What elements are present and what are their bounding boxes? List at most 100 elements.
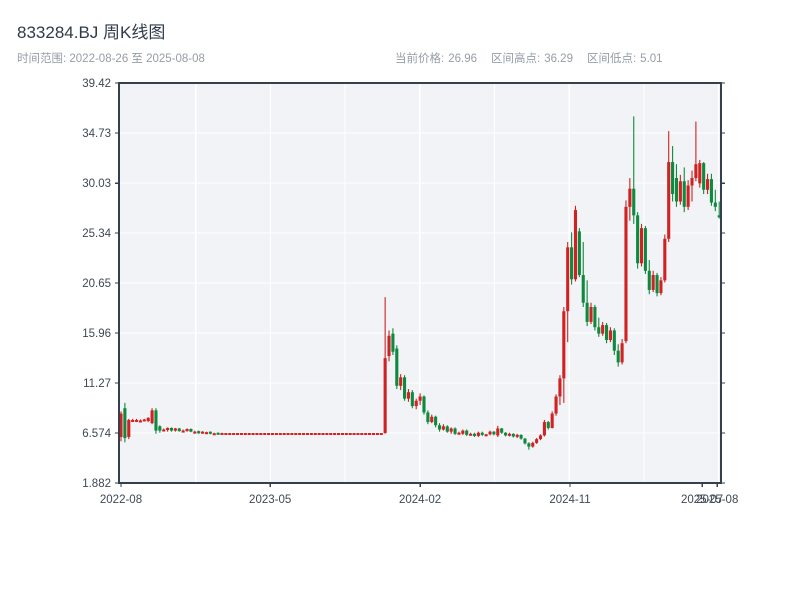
page-title: 833284.BJ 周K线图 bbox=[17, 23, 166, 42]
candle-body bbox=[709, 179, 713, 203]
candle-body bbox=[193, 431, 197, 434]
candle-body bbox=[472, 433, 477, 436]
candle-body bbox=[698, 163, 702, 184]
candle-body bbox=[166, 427, 170, 431]
y-tick-label: 25.34 bbox=[82, 228, 111, 240]
candle-body bbox=[298, 433, 302, 436]
candle-body bbox=[484, 434, 488, 437]
candle-body bbox=[674, 178, 679, 202]
candle-body bbox=[558, 378, 562, 397]
candle-body bbox=[585, 302, 589, 322]
candle-body bbox=[601, 325, 605, 334]
candle-body bbox=[461, 430, 465, 434]
candle-body bbox=[383, 358, 387, 434]
candle-body bbox=[488, 431, 492, 435]
candle-body bbox=[313, 433, 317, 436]
y-tick-label: 15.96 bbox=[82, 328, 111, 340]
candle-body bbox=[278, 433, 282, 436]
candle-body bbox=[134, 419, 139, 422]
range-high-label: 区间高点: bbox=[490, 53, 541, 65]
candle-body bbox=[663, 238, 667, 281]
current-price-value: 26.96 bbox=[448, 53, 477, 65]
candle-body bbox=[158, 426, 162, 431]
candle-body bbox=[169, 427, 174, 431]
candle-body bbox=[309, 433, 313, 436]
candle-body bbox=[181, 430, 185, 433]
candle-body bbox=[414, 400, 418, 407]
candle-body bbox=[605, 325, 609, 341]
candle-body bbox=[371, 433, 376, 436]
candle-body bbox=[566, 247, 570, 312]
candle-body bbox=[356, 433, 360, 436]
candle-body bbox=[185, 428, 189, 432]
candle-body bbox=[469, 433, 473, 436]
y-tick-label: 20.65 bbox=[82, 278, 111, 290]
candle-body bbox=[212, 433, 216, 436]
x-tick-label: 2024-11 bbox=[549, 494, 590, 506]
candle-body bbox=[702, 163, 706, 190]
candle-body bbox=[496, 428, 500, 436]
candle-body bbox=[441, 426, 445, 430]
range-high-value: 36.29 bbox=[544, 53, 573, 65]
candle-body bbox=[682, 181, 686, 207]
x-tick-label: 2024-02 bbox=[399, 494, 441, 506]
candle-body bbox=[189, 428, 193, 432]
candle-body bbox=[247, 433, 251, 436]
candle-body bbox=[612, 330, 616, 351]
candle-body bbox=[403, 377, 407, 399]
candle-body bbox=[224, 433, 228, 436]
x-tick-label: 2022-08 bbox=[100, 494, 142, 506]
current-price-label: 当前价格: bbox=[395, 53, 445, 65]
candle-body bbox=[573, 210, 578, 280]
candle-body bbox=[678, 181, 682, 202]
candle-body bbox=[453, 428, 457, 434]
candle-body bbox=[263, 433, 267, 436]
candle-body bbox=[321, 433, 325, 436]
candle-body bbox=[686, 185, 690, 207]
candle-body bbox=[527, 443, 531, 447]
candle-body bbox=[624, 206, 628, 342]
candle-body bbox=[550, 413, 554, 428]
candle-body bbox=[201, 431, 205, 434]
candle-body bbox=[119, 413, 123, 437]
candle-body bbox=[302, 433, 306, 436]
y-tick-label: 39.42 bbox=[82, 78, 111, 90]
candle-body bbox=[705, 179, 710, 190]
candle-body bbox=[375, 433, 379, 436]
candle-body bbox=[399, 377, 403, 386]
candle-body bbox=[632, 188, 636, 216]
candle-body bbox=[713, 202, 717, 207]
candle-body bbox=[142, 419, 146, 422]
candle-body bbox=[445, 426, 449, 432]
candle-body bbox=[694, 164, 698, 179]
candle-body bbox=[554, 396, 558, 414]
candle-body bbox=[620, 343, 624, 363]
candle-body bbox=[717, 215, 721, 218]
range-low-label: 区间低点: bbox=[586, 53, 637, 65]
candle-body bbox=[243, 433, 247, 436]
candle-body bbox=[492, 431, 496, 435]
candle-body bbox=[671, 162, 675, 195]
candle-body bbox=[235, 433, 240, 436]
candle-body bbox=[325, 433, 329, 436]
candle-body bbox=[422, 396, 426, 413]
candle-body bbox=[270, 433, 275, 436]
candle-body bbox=[387, 335, 391, 357]
candle-body bbox=[535, 439, 539, 443]
candle-body bbox=[577, 231, 581, 276]
candle-body bbox=[368, 433, 372, 436]
candle-body bbox=[274, 433, 278, 436]
candle-body bbox=[286, 433, 290, 436]
candle-body bbox=[418, 396, 422, 401]
candle-body bbox=[589, 306, 593, 322]
candle-body bbox=[305, 433, 310, 436]
candle-body bbox=[138, 420, 142, 423]
candle-body bbox=[562, 311, 566, 379]
y-tick-label: 1.882 bbox=[82, 478, 111, 490]
candle-body bbox=[379, 433, 383, 436]
candle-body bbox=[546, 422, 550, 428]
candle-body bbox=[457, 432, 461, 435]
candle-body bbox=[659, 280, 663, 294]
candle-body bbox=[597, 327, 601, 334]
